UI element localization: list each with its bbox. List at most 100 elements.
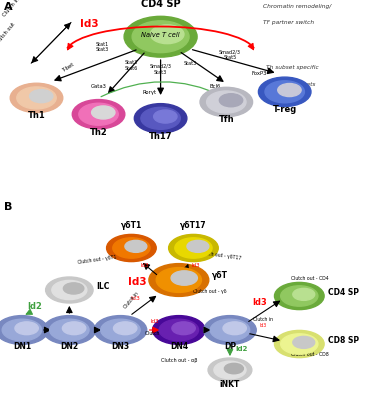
Circle shape (281, 334, 318, 354)
Text: Id3: Id3 (140, 263, 149, 268)
Text: γδT1: γδT1 (121, 221, 142, 230)
Text: DN3: DN3 (111, 342, 130, 351)
Text: Th2: Th2 (90, 128, 107, 137)
Text: Clutch out - CD8: Clutch out - CD8 (291, 352, 329, 357)
Text: Smad2/3
Stat5: Smad2/3 Stat5 (219, 50, 241, 60)
Circle shape (79, 103, 118, 125)
Circle shape (159, 319, 199, 341)
Text: A: A (4, 2, 12, 12)
Text: TF partner switch: TF partner switch (263, 20, 314, 25)
Circle shape (113, 238, 150, 258)
Text: Naive T cell: Naive T cell (141, 32, 180, 38)
Text: Stat3: Stat3 (183, 61, 196, 66)
Circle shape (132, 21, 189, 53)
Circle shape (214, 361, 246, 379)
Text: Id3: Id3 (150, 319, 159, 324)
Text: γδT17: γδT17 (180, 221, 207, 230)
Text: B: B (4, 202, 12, 212)
Circle shape (92, 106, 115, 119)
Text: Rorγt: Rorγt (143, 90, 157, 95)
Text: Th1: Th1 (28, 111, 45, 120)
Circle shape (72, 100, 125, 129)
Text: Clutch out - γδT17: Clutch out - γδT17 (200, 250, 242, 261)
Circle shape (64, 283, 84, 294)
Text: Th17: Th17 (149, 132, 172, 141)
Circle shape (15, 322, 38, 335)
Text: Id2: Id2 (235, 346, 248, 352)
Circle shape (281, 286, 318, 306)
Text: Id2: Id2 (27, 302, 42, 311)
Text: Clutch in: Clutch in (253, 317, 273, 322)
Text: CD8 SP: CD8 SP (328, 336, 360, 345)
Text: Stat3
Stat6: Stat3 Stat6 (125, 60, 138, 71)
Text: Th subset specific: Th subset specific (266, 65, 319, 70)
Circle shape (274, 330, 324, 358)
Text: Clutch out - γδ: Clutch out - γδ (193, 289, 227, 294)
Circle shape (153, 316, 205, 344)
Circle shape (208, 358, 252, 382)
Circle shape (207, 91, 246, 113)
Circle shape (172, 322, 195, 335)
Text: Clutch in: Clutch in (123, 292, 140, 310)
Circle shape (210, 319, 250, 341)
Text: iNKT: iNKT (220, 380, 240, 389)
Circle shape (30, 90, 53, 103)
Circle shape (17, 87, 56, 109)
Text: CD4 SP: CD4 SP (141, 0, 180, 9)
Circle shape (149, 264, 209, 296)
Text: T-bet: T-bet (62, 61, 76, 72)
Text: ILC: ILC (97, 282, 110, 291)
Circle shape (141, 107, 180, 129)
Circle shape (258, 77, 311, 106)
Text: DN4: DN4 (170, 342, 188, 351)
Text: CD4 SP: CD4 SP (328, 288, 360, 297)
Circle shape (187, 240, 209, 252)
Text: T-reg: T-reg (273, 105, 297, 114)
Circle shape (101, 319, 140, 341)
Circle shape (224, 363, 243, 374)
Circle shape (154, 110, 177, 123)
Circle shape (52, 280, 87, 300)
Circle shape (94, 316, 147, 344)
Text: Tfh: Tfh (219, 115, 234, 124)
Text: Clutch out - γδT1: Clutch out - γδT1 (77, 254, 116, 265)
Circle shape (293, 336, 315, 348)
Circle shape (171, 271, 197, 285)
Circle shape (223, 322, 246, 335)
Text: Clutch out: Clutch out (0, 22, 16, 46)
Text: γδT: γδT (212, 271, 228, 280)
Circle shape (125, 240, 147, 252)
Text: Id3: Id3 (127, 277, 146, 287)
Circle shape (2, 319, 42, 341)
Circle shape (265, 81, 304, 103)
Circle shape (200, 87, 253, 117)
Text: Bcl6: Bcl6 (210, 84, 221, 89)
Circle shape (10, 83, 63, 113)
Text: DN2: DN2 (60, 342, 78, 351)
Circle shape (46, 277, 93, 303)
Text: Gata3: Gata3 (91, 84, 107, 89)
Circle shape (169, 234, 218, 262)
Text: Stat1
Stat3: Stat1 Stat3 (96, 42, 109, 52)
Circle shape (107, 234, 156, 262)
Circle shape (204, 316, 256, 344)
Text: Clutch out - αβ: Clutch out - αβ (161, 358, 197, 363)
Circle shape (219, 94, 243, 107)
Text: Clutch in: Clutch in (1, 0, 20, 17)
Circle shape (43, 316, 96, 344)
Circle shape (50, 319, 89, 341)
Text: Id3: Id3 (80, 18, 99, 28)
Text: Id3: Id3 (191, 263, 200, 268)
Text: Smad2/3
Stat3: Smad2/3 Stat3 (150, 64, 172, 75)
Text: DN1: DN1 (13, 342, 31, 351)
Circle shape (150, 25, 184, 44)
Text: Id3: Id3 (130, 296, 140, 301)
Circle shape (175, 238, 212, 258)
Circle shape (293, 288, 315, 300)
Text: Id3: Id3 (259, 323, 266, 328)
Text: FoxP3: FoxP3 (251, 72, 267, 76)
Text: Chromatin remodeling/: Chromatin remodeling/ (263, 4, 331, 9)
Circle shape (62, 322, 86, 335)
Text: Clutch out - CD4: Clutch out - CD4 (291, 276, 329, 281)
Circle shape (114, 322, 137, 335)
